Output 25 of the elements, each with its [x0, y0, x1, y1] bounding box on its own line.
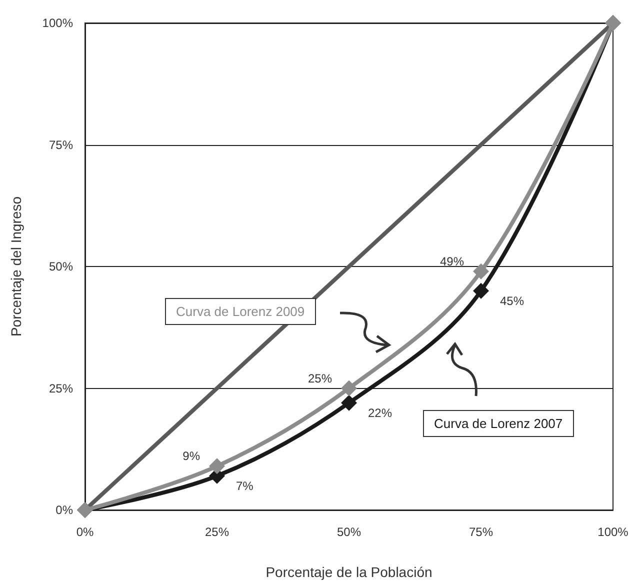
text: Curva de Lorenz 2007 — [423, 410, 574, 437]
x-tick-label: 50% — [336, 525, 362, 539]
data-label: 22% — [368, 406, 392, 420]
text: Curva de Lorenz 2009 — [165, 298, 316, 325]
x-tick-label: 25% — [204, 525, 230, 539]
point — [341, 380, 357, 396]
y-tick-label: 50% — [48, 260, 74, 274]
y-tick-label: 100% — [42, 16, 74, 30]
data-label: 45% — [500, 294, 524, 308]
data-label: 25% — [308, 371, 332, 386]
data-label: 9% — [182, 449, 200, 464]
point — [473, 263, 489, 280]
x-tick-label: 100% — [598, 525, 629, 539]
data-label: 49% — [440, 254, 464, 268]
x-tick-label: 75% — [468, 525, 494, 539]
y-tick-label: 25% — [48, 381, 74, 396]
y-axis-title: Porcentaje del Ingreso — [8, 196, 24, 337]
x-axis-title: Porcentaje de la Población — [266, 564, 432, 580]
point — [341, 394, 357, 411]
point — [473, 282, 489, 299]
x-tick-label: 0% — [76, 525, 94, 539]
point — [209, 458, 225, 474]
y-tick-label: 0% — [56, 503, 74, 517]
data-label: 7% — [236, 478, 254, 493]
y-tick-label: 75% — [48, 138, 74, 152]
